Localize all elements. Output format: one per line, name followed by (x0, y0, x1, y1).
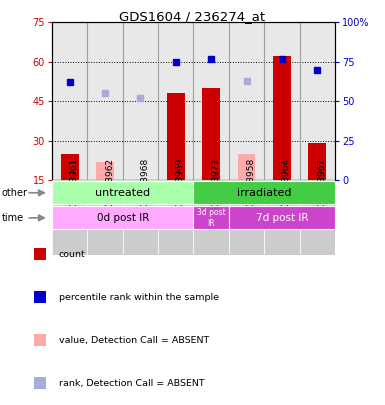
Text: GSM93964: GSM93964 (282, 158, 291, 207)
Bar (61, 154, 79, 180)
Bar (167, 94, 185, 180)
Bar (238, 154, 255, 180)
Text: GSM93967: GSM93967 (317, 158, 326, 207)
Text: GSM93968: GSM93968 (141, 158, 149, 207)
Text: percentile rank within the sample: percentile rank within the sample (59, 293, 219, 302)
Text: GSM93973: GSM93973 (211, 158, 220, 207)
Text: other: other (2, 188, 28, 198)
Bar (193, 181, 335, 205)
Text: value, Detection Call = ABSENT: value, Detection Call = ABSENT (59, 336, 209, 345)
Bar (264, 22, 300, 180)
Text: 3d post
IR: 3d post IR (197, 208, 226, 228)
Bar (34, 377, 46, 390)
Bar (193, 22, 229, 180)
Text: count: count (59, 249, 85, 258)
Bar (123, 180, 158, 255)
Bar (193, 180, 229, 255)
Bar (52, 22, 87, 180)
Text: GSM93962: GSM93962 (105, 158, 114, 207)
Bar (229, 22, 264, 180)
Text: GSM93958: GSM93958 (246, 158, 256, 207)
Bar (264, 180, 300, 255)
Bar (308, 143, 326, 180)
Bar (300, 180, 335, 255)
Bar (273, 57, 291, 180)
Text: GSM93961: GSM93961 (70, 158, 79, 207)
Bar (52, 206, 193, 230)
Text: rank, Detection Call = ABSENT: rank, Detection Call = ABSENT (59, 379, 204, 388)
Bar (87, 180, 123, 255)
Bar (300, 22, 335, 180)
Bar (34, 334, 46, 346)
Bar (158, 180, 193, 255)
Text: irradiated: irradiated (237, 188, 291, 198)
Text: 7d post IR: 7d post IR (256, 213, 308, 223)
Text: time: time (2, 213, 24, 223)
Text: 0d post IR: 0d post IR (97, 213, 149, 223)
Text: GSM93969: GSM93969 (176, 158, 185, 207)
Text: untreated: untreated (95, 188, 150, 198)
Bar (202, 88, 220, 180)
Bar (87, 22, 123, 180)
Bar (96, 162, 114, 180)
Bar (229, 206, 335, 230)
Text: GDS1604 / 236274_at: GDS1604 / 236274_at (119, 10, 266, 23)
Bar (193, 206, 229, 230)
Bar (52, 180, 87, 255)
Bar (229, 180, 264, 255)
Bar (34, 248, 46, 260)
Bar (34, 291, 46, 303)
Bar (158, 22, 193, 180)
Bar (123, 22, 158, 180)
Bar (52, 181, 193, 205)
